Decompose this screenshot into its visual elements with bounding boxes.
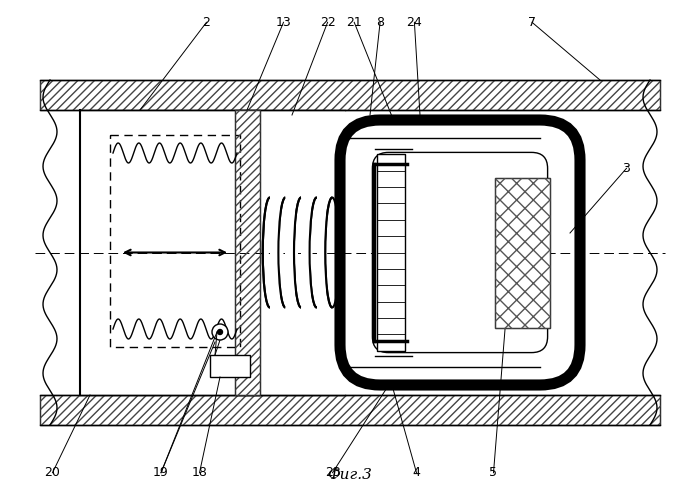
Bar <box>286 196 295 309</box>
Bar <box>40 80 660 110</box>
FancyBboxPatch shape <box>340 120 580 385</box>
Text: 13: 13 <box>276 16 291 29</box>
Bar <box>210 355 250 377</box>
Bar <box>301 196 311 309</box>
Text: 7: 7 <box>528 16 536 29</box>
Text: 3: 3 <box>622 162 631 175</box>
Text: 22: 22 <box>320 16 335 29</box>
Bar <box>40 395 660 425</box>
Text: 5: 5 <box>489 466 498 479</box>
Text: 24: 24 <box>407 16 422 29</box>
Bar <box>495 178 550 328</box>
Circle shape <box>218 330 223 335</box>
Bar <box>495 178 550 328</box>
Text: 2: 2 <box>202 16 211 29</box>
Text: 18: 18 <box>192 466 207 479</box>
Bar <box>80 110 345 395</box>
Bar <box>235 110 260 395</box>
Bar <box>316 196 326 309</box>
Bar <box>40 80 660 110</box>
FancyBboxPatch shape <box>372 152 547 352</box>
Bar <box>270 196 279 309</box>
Bar <box>377 154 405 350</box>
Bar <box>40 395 660 425</box>
Text: 20: 20 <box>45 466 60 479</box>
Circle shape <box>212 324 228 340</box>
Text: 4: 4 <box>412 466 421 479</box>
Text: 8: 8 <box>376 16 384 29</box>
Bar <box>235 110 260 395</box>
Text: Фиг.3: Фиг.3 <box>328 468 372 482</box>
Text: 23: 23 <box>325 466 340 479</box>
Text: 21: 21 <box>346 16 362 29</box>
Text: 19: 19 <box>153 466 169 479</box>
